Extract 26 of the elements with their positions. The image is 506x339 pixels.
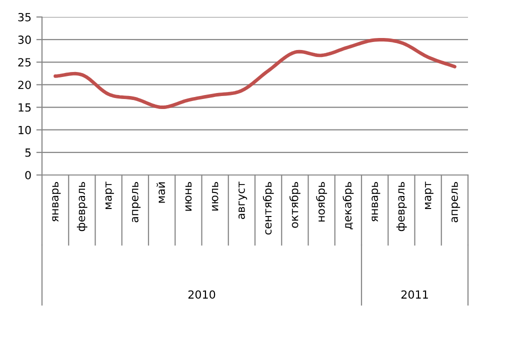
x-tick-label: январь xyxy=(52,182,61,222)
x-tick-label: февраль xyxy=(396,182,407,232)
text: 2011 xyxy=(401,290,428,299)
y-tick-label: 15 xyxy=(18,103,31,112)
x-tick-label: ноябрь xyxy=(316,182,328,222)
y-tick-label: 35 xyxy=(18,12,31,22)
y-tick-label: 5 xyxy=(25,148,31,157)
x-tick-label: июнь xyxy=(185,182,192,211)
x-tick-label: октябрь xyxy=(289,182,300,228)
x-tick-label: март xyxy=(424,182,434,210)
x-tick-label: июль xyxy=(212,182,218,211)
x-tick-label: февраль xyxy=(76,182,88,232)
x-tick-label: август xyxy=(238,182,248,220)
x-tick-label: апрель xyxy=(452,182,460,222)
x-tick-label: март xyxy=(105,182,114,210)
y-tick-label: 30 xyxy=(18,36,31,44)
y-tick-label: 10 xyxy=(18,126,31,134)
x-tick-label: декабрь xyxy=(342,182,354,230)
y-tick-label: 0 xyxy=(25,170,31,180)
y-tick-label: 20 xyxy=(18,80,31,90)
x-tick-label: сентябрь xyxy=(262,182,274,235)
x-tick-label: январь xyxy=(372,182,380,222)
x-tick-label: май xyxy=(156,182,166,203)
text: 2010 xyxy=(188,290,216,299)
x-tick-label: апрель xyxy=(132,182,141,222)
y-tick-label: 25 xyxy=(18,58,31,67)
